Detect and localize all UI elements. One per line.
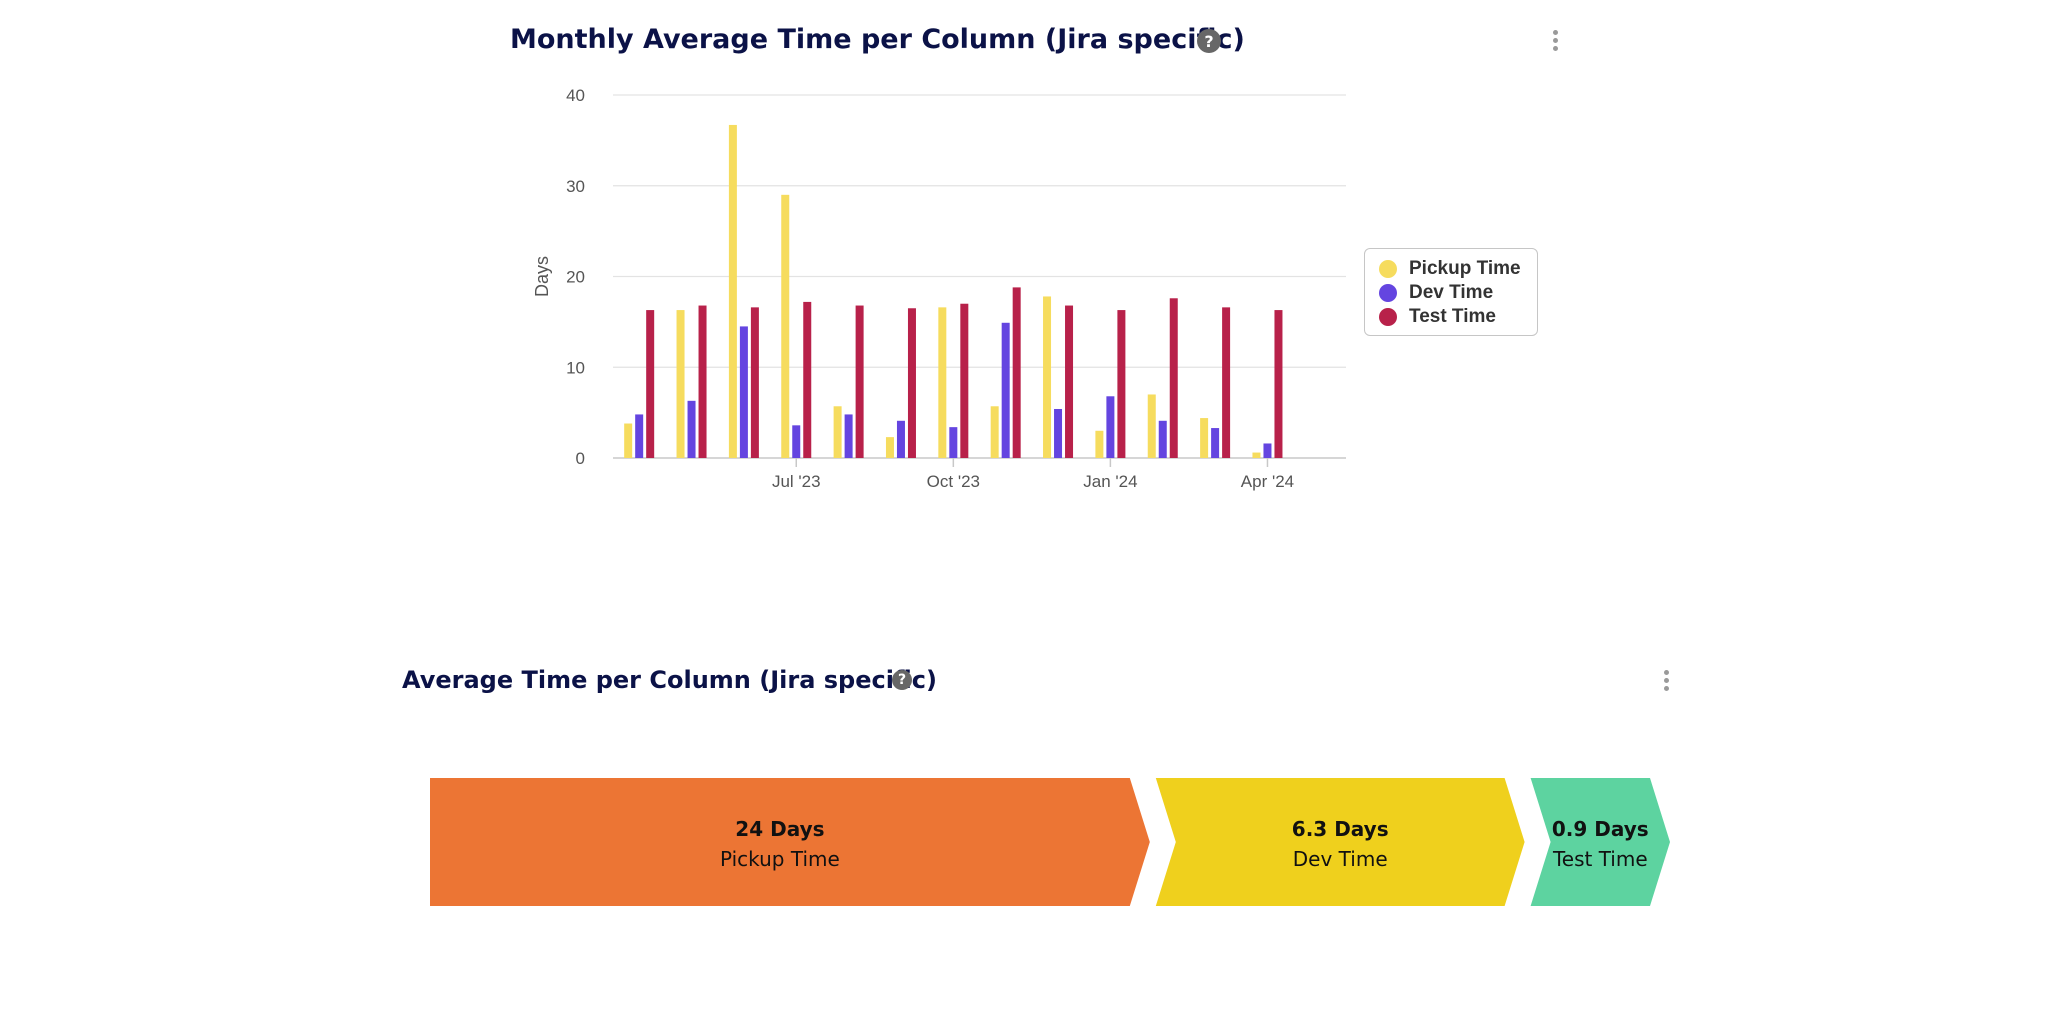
flow-stage-pickup-time[interactable] (430, 778, 1150, 906)
bar-test-time[interactable] (803, 301, 812, 458)
bar-pickup-time[interactable] (781, 194, 790, 458)
bar-test-time[interactable] (1222, 307, 1231, 458)
legend-label: Test Time (1409, 306, 1496, 327)
bar-pickup-time[interactable] (1043, 296, 1052, 458)
bar-test-time[interactable] (907, 308, 916, 458)
legend-label: Dev Time (1409, 282, 1494, 303)
x-tick-label: Oct '23 (927, 472, 980, 491)
flow-stage-value: 0.9 Days (1552, 817, 1649, 841)
bar-test-time[interactable] (1169, 298, 1178, 458)
chart-title: Monthly Average Time per Column (Jira sp… (510, 24, 1245, 55)
flow-stage-value: 24 Days (735, 817, 824, 841)
y-tick-label: 20 (566, 268, 585, 287)
bar-dev-time[interactable] (635, 414, 644, 458)
bar-pickup-time[interactable] (938, 307, 947, 458)
bar-dev-time[interactable] (1211, 428, 1220, 458)
kebab-dot (1663, 685, 1669, 691)
bar-dev-time[interactable] (1263, 443, 1272, 458)
bar-test-time[interactable] (1012, 287, 1021, 458)
legend-swatch (1379, 308, 1397, 326)
monthly-bar-chart: 0 10 20 30 40 Days Jul '23 Oct '23 Jan '24 Apr '2… (532, 86, 1346, 491)
bar-test-time[interactable] (1117, 310, 1126, 458)
bar-pickup-time[interactable] (1252, 452, 1261, 458)
bar-pickup-time[interactable] (1200, 418, 1209, 458)
help-icon[interactable]: ? (1197, 29, 1221, 53)
more-options-icon[interactable] (1659, 666, 1673, 694)
flow-stage-label: Test Time (1552, 847, 1648, 871)
bar-dev-time[interactable] (1158, 420, 1167, 458)
more-options-icon[interactable] (1548, 26, 1562, 54)
bar-pickup-time[interactable] (676, 310, 685, 458)
bar-test-time[interactable] (855, 305, 864, 458)
legend-label: Pickup Time (1409, 258, 1521, 279)
bar-pickup-time[interactable] (624, 423, 633, 458)
legend-item-dev-time[interactable]: Dev Time (1379, 281, 1537, 305)
help-icon[interactable]: ? (892, 670, 912, 690)
bar-dev-time[interactable] (792, 425, 801, 458)
flow-stage-test-time[interactable] (1530, 778, 1670, 906)
bar-pickup-time[interactable] (833, 406, 842, 458)
bar-test-time[interactable] (1274, 310, 1283, 458)
bar-pickup-time[interactable] (885, 437, 894, 458)
kebab-dot (1552, 37, 1558, 43)
bar-dev-time[interactable] (1054, 408, 1063, 458)
kebab-dot (1552, 45, 1558, 51)
bar-test-time[interactable] (698, 305, 707, 458)
bar-pickup-time[interactable] (990, 406, 999, 458)
x-tick-label: Apr '24 (1241, 472, 1294, 491)
y-tick-label: 0 (576, 449, 585, 468)
bar-dev-time[interactable] (739, 326, 748, 458)
flow-title: Average Time per Column (Jira specific) (402, 666, 937, 694)
x-tick-label: Jul '23 (772, 472, 821, 491)
legend-item-test-time[interactable]: Test Time (1379, 305, 1537, 329)
bar-dev-time[interactable] (844, 414, 853, 458)
y-tick-label: 30 (566, 177, 585, 196)
flow-stage-dev-time[interactable] (1155, 778, 1525, 906)
flow-stage-value: 6.3 Days (1292, 817, 1389, 841)
chart-legend: Pickup Time Dev Time Test Time (1364, 248, 1538, 336)
flow-stage-label: Pickup Time (720, 847, 840, 871)
bar-test-time[interactable] (646, 310, 655, 458)
bar-test-time[interactable] (960, 303, 969, 458)
legend-item-pickup-time[interactable]: Pickup Time (1379, 257, 1537, 281)
y-tick-label: 10 (566, 358, 585, 377)
y-tick-label: 40 (566, 86, 585, 105)
legend-swatch (1379, 260, 1397, 278)
kebab-dot (1663, 677, 1669, 683)
legend-swatch (1379, 284, 1397, 302)
y-axis-label: Days (532, 256, 552, 297)
bar-test-time[interactable] (750, 307, 759, 458)
bar-dev-time[interactable] (949, 427, 958, 458)
bar-dev-time[interactable] (1001, 322, 1010, 458)
kebab-dot (1552, 29, 1558, 35)
bar-dev-time[interactable] (687, 400, 696, 458)
bar-dev-time[interactable] (1106, 396, 1115, 458)
bar-pickup-time[interactable] (728, 124, 737, 458)
bar-test-time[interactable] (1065, 305, 1074, 458)
x-tick-label: Jan '24 (1083, 472, 1137, 491)
kebab-dot (1663, 669, 1669, 675)
bar-pickup-time[interactable] (1147, 394, 1156, 458)
bar-pickup-time[interactable] (1095, 430, 1104, 458)
flow-stage-label: Dev Time (1293, 847, 1388, 871)
bar-dev-time[interactable] (896, 420, 905, 458)
